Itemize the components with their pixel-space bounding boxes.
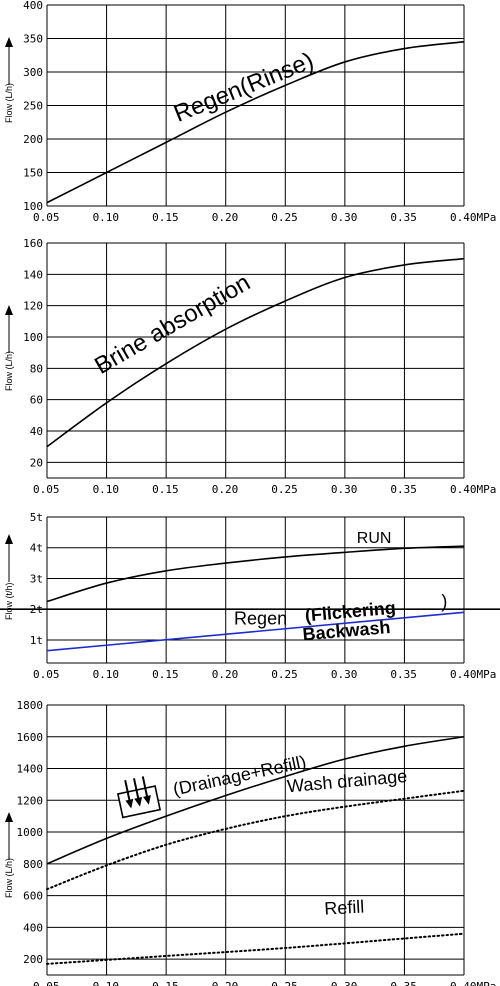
x-tick-label: 0.30 bbox=[331, 980, 358, 986]
y-tick-label: 1800 bbox=[17, 699, 44, 712]
x-tick-label: 0.40MPa bbox=[450, 980, 496, 986]
y-tick-label: 80 bbox=[30, 362, 43, 375]
x-tick-label: 0.25 bbox=[271, 668, 298, 681]
x-tick-label: 0.35 bbox=[390, 668, 417, 681]
y-tick-label: 200 bbox=[23, 953, 43, 966]
x-tick-label: 0.30 bbox=[331, 211, 358, 224]
y-tick-label: 5t bbox=[30, 511, 43, 524]
x-tick-label: 0.10 bbox=[93, 483, 120, 496]
y-tick-label: 400 bbox=[23, 0, 43, 12]
x-tick-label: 0.25 bbox=[271, 483, 298, 496]
y-tick-label: 140 bbox=[23, 268, 43, 281]
y-tick-label: 800 bbox=[23, 858, 43, 871]
x-tick-label: 0.35 bbox=[390, 483, 417, 496]
x-tick-label: 0.20 bbox=[212, 211, 239, 224]
x-tick-label: 0.15 bbox=[152, 211, 179, 224]
y-tick-label: 3t bbox=[30, 572, 43, 585]
y-tick-label: 120 bbox=[23, 300, 43, 313]
annotation-label: Brine absorption bbox=[90, 269, 255, 380]
y-tick-label: 1600 bbox=[17, 731, 44, 744]
x-tick-label: 0.30 bbox=[331, 668, 358, 681]
y-axis-label: Flow (L/h) bbox=[4, 351, 14, 391]
y-tick-label: 150 bbox=[23, 167, 43, 180]
x-tick-label: 0.35 bbox=[390, 980, 417, 986]
x-tick-label: 0.15 bbox=[152, 668, 179, 681]
y-axis-label: Flow (t/h) bbox=[4, 582, 14, 620]
y-axis-arrow-icon bbox=[5, 37, 13, 47]
y-tick-label: 400 bbox=[23, 921, 43, 934]
y-tick-label: 600 bbox=[23, 890, 43, 903]
x-tick-label: 0.05 bbox=[33, 980, 60, 986]
y-tick-label: 300 bbox=[23, 66, 43, 79]
y-tick-label: 40 bbox=[30, 425, 43, 438]
x-tick-label: 0.30 bbox=[331, 483, 358, 496]
y-tick-label: 20 bbox=[30, 456, 43, 469]
y-tick-label: 100 bbox=[23, 331, 43, 344]
y-tick-label: 1400 bbox=[17, 763, 44, 776]
x-tick-label: 0.15 bbox=[152, 980, 179, 986]
y-tick-label: 200 bbox=[23, 133, 43, 146]
y-axis-arrow-icon bbox=[5, 812, 13, 822]
x-tick-label: 0.05 bbox=[33, 211, 60, 224]
series-line-0 bbox=[46, 545, 465, 603]
drain-valve-icon bbox=[116, 776, 162, 819]
y-tick-label: 60 bbox=[30, 394, 43, 407]
y-tick-label: 350 bbox=[23, 33, 43, 46]
x-tick-label: 0.05 bbox=[33, 668, 60, 681]
chart-4: 200 400 600 800 1000 1200 1400 1600 1800 0.05 0.10… bbox=[4, 699, 496, 986]
x-tick-label: 0.40MPa bbox=[450, 211, 496, 224]
series-line-2 bbox=[46, 932, 465, 965]
annotation-label: Regen(Rinse) bbox=[170, 47, 317, 128]
y-tick-label: 250 bbox=[23, 100, 43, 113]
y-tick-label: 1t bbox=[30, 634, 43, 647]
x-tick-label: 0.10 bbox=[93, 211, 120, 224]
x-tick-label: 0.40MPa bbox=[450, 483, 496, 496]
y-axis-arrow-icon bbox=[5, 534, 13, 544]
x-tick-label: 0.20 bbox=[212, 980, 239, 986]
x-tick-label: 0.40MPa bbox=[450, 668, 496, 681]
y-tick-label: 4t bbox=[30, 542, 43, 555]
y-tick-label: 1000 bbox=[17, 826, 44, 839]
series-line-1 bbox=[46, 789, 465, 891]
series-line-0 bbox=[46, 257, 465, 448]
chart-3: 1t 2t 3t 4t 5t 0.05 0.10 0.15 0.20 0.25 0.30 0.35 0.… bbox=[0, 511, 500, 681]
chart-2: 20 40 60 80 100 120 140 160 0.05 0.10 0.15 0.20 0.25… bbox=[4, 237, 496, 496]
y-axis-label: Flow (L/h) bbox=[4, 83, 14, 123]
series-line-0 bbox=[46, 735, 465, 865]
annotation-label: Refill bbox=[324, 897, 365, 919]
y-tick-label: 1200 bbox=[17, 794, 44, 807]
x-tick-label: 0.15 bbox=[152, 483, 179, 496]
annotation-label: RUN bbox=[357, 530, 392, 547]
x-tick-label: 0.10 bbox=[93, 980, 120, 986]
x-tick-label: 0.20 bbox=[212, 483, 239, 496]
y-axis-label: Flow (L/h) bbox=[4, 858, 14, 898]
x-tick-label: 0.05 bbox=[33, 483, 60, 496]
y-tick-label: 2t bbox=[30, 603, 43, 616]
x-tick-label: 0.25 bbox=[271, 211, 298, 224]
x-tick-label: 0.25 bbox=[271, 980, 298, 986]
x-tick-label: 0.35 bbox=[390, 211, 417, 224]
x-tick-label: 0.10 bbox=[93, 668, 120, 681]
chart-1: 100 150 200 250 300 350 400 0.05 0.10 0.15 0.20 0.2… bbox=[4, 0, 496, 224]
x-tick-label: 0.20 bbox=[212, 668, 239, 681]
series-line-1 bbox=[46, 611, 465, 652]
y-axis-arrow-icon bbox=[5, 305, 13, 315]
series-line-0 bbox=[46, 41, 465, 204]
y-tick-label: 100 bbox=[23, 200, 43, 213]
y-tick-label: 160 bbox=[23, 237, 43, 250]
annotation-label: Regen bbox=[234, 609, 287, 629]
annotation-label: ) bbox=[441, 592, 447, 612]
